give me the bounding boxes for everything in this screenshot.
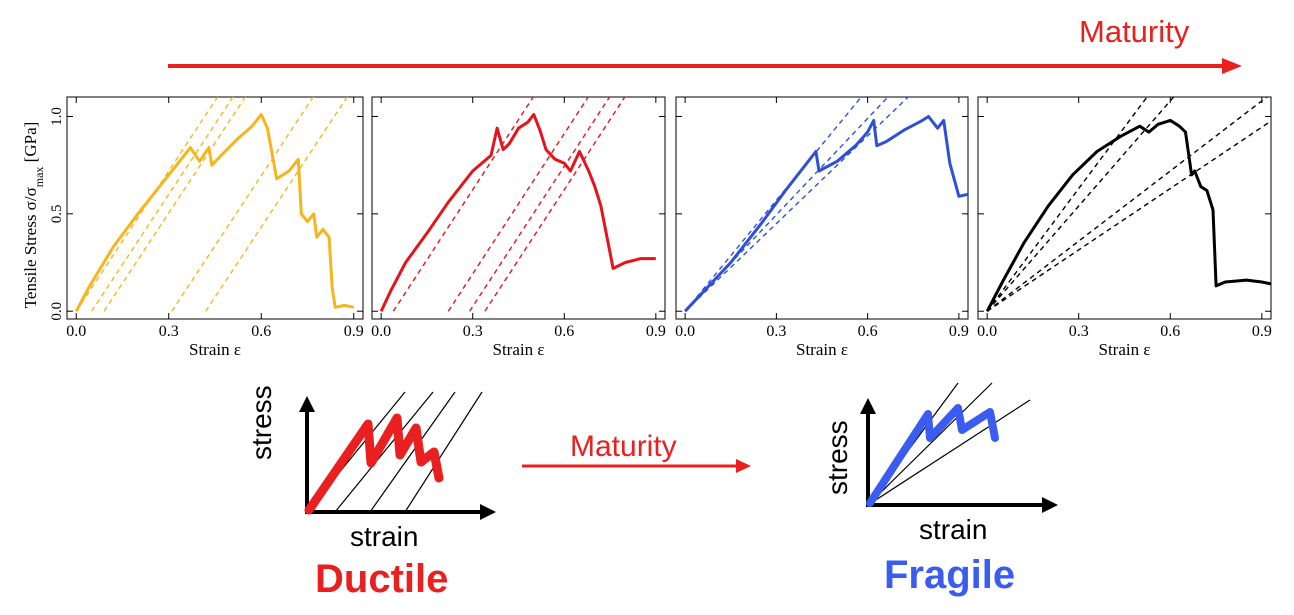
x-tick-label: 0.9 bbox=[949, 323, 969, 340]
top-maturity-arrowhead bbox=[1222, 58, 1242, 74]
reference-line bbox=[684, 97, 910, 312]
chart-plot-area bbox=[74, 97, 355, 312]
chart-frame bbox=[371, 96, 666, 320]
chart-frame bbox=[675, 96, 969, 320]
ductile-label: Ductile bbox=[315, 557, 449, 601]
chart-panel-3: 0.0 0.3 0.6 0.9 Strain ε bbox=[675, 96, 969, 359]
reference-line bbox=[986, 120, 1271, 312]
x-tick-label: 0.0 bbox=[371, 323, 391, 340]
stress-strain-curve bbox=[74, 113, 355, 312]
ductile-sketch bbox=[299, 391, 496, 520]
x-tick-label: 0.3 bbox=[463, 323, 483, 340]
x-tick-label: 0.9 bbox=[646, 323, 666, 340]
y-axis-label: Tensile Stress σ/σmax [GPa] bbox=[21, 122, 46, 309]
x-axis-label: Strain ε bbox=[493, 340, 545, 359]
chart-plot-area bbox=[684, 97, 968, 313]
x-tick-label: 0.6 bbox=[858, 323, 878, 340]
ductile-y-arrowhead bbox=[299, 396, 315, 412]
reference-line bbox=[986, 97, 1269, 312]
reference-line bbox=[986, 97, 1148, 312]
fragile-guide-3 bbox=[867, 399, 1031, 506]
reference-line bbox=[447, 97, 590, 312]
x-axis-label: Strain ε bbox=[1099, 340, 1151, 359]
reference-line bbox=[205, 97, 348, 312]
chart-panel-1: 0.0 0.3 0.6 0.9 0.0 0.5 1.0 Strain ε bbox=[49, 96, 364, 359]
fragile-sketch bbox=[860, 382, 1058, 513]
x-tick-label: 0.0 bbox=[977, 323, 997, 340]
ductile-curve bbox=[304, 413, 444, 515]
fragile-guide-2 bbox=[867, 382, 993, 506]
x-tick-label: 0.9 bbox=[344, 323, 364, 340]
x-axis-label: Strain ε bbox=[796, 340, 848, 359]
reference-line bbox=[484, 97, 626, 312]
ductile-x-arrowhead bbox=[480, 504, 496, 520]
x-tick-label: 0.0 bbox=[66, 323, 86, 340]
chart-plot-area bbox=[379, 97, 656, 312]
chart-panel-4: 0.0 0.3 0.6 0.9 Strain ε bbox=[977, 96, 1272, 359]
reference-line bbox=[103, 97, 247, 312]
x-axis-label: Strain ε bbox=[189, 340, 241, 359]
reference-line bbox=[171, 97, 314, 312]
fragile-curve bbox=[866, 404, 999, 507]
ductile-guide-4 bbox=[404, 391, 483, 513]
x-tick-label: 0.6 bbox=[1160, 323, 1180, 340]
ductile-guide-2 bbox=[334, 391, 434, 513]
y-tick-label: 1.0 bbox=[49, 107, 65, 126]
x-tick-label: 0.3 bbox=[159, 323, 179, 340]
stress-strain-curve bbox=[379, 113, 656, 312]
reference-line bbox=[392, 97, 535, 312]
fragile-strain-label: strain bbox=[919, 514, 988, 545]
fragile-x-arrowhead bbox=[1042, 497, 1058, 513]
chart-plot-area bbox=[985, 97, 1271, 312]
y-tick-label: 0.0 bbox=[49, 302, 65, 321]
reference-line bbox=[986, 97, 1175, 312]
x-tick-label: 0.6 bbox=[554, 323, 574, 340]
x-tick-label: 0.3 bbox=[766, 323, 786, 340]
chart-frame bbox=[977, 96, 1272, 320]
fragile-label: Fragile bbox=[884, 553, 1016, 597]
ductile-stress-label: stress bbox=[246, 385, 277, 460]
reference-line bbox=[684, 97, 863, 312]
fragile-stress-label: stress bbox=[822, 420, 853, 495]
chart-frame bbox=[66, 96, 364, 320]
mid-maturity-arrowhead bbox=[736, 459, 751, 473]
x-tick-label: 0.0 bbox=[675, 323, 695, 340]
stress-strain-curve bbox=[985, 118, 1271, 312]
x-tick-label: 0.9 bbox=[1252, 323, 1272, 340]
ductile-strain-label: strain bbox=[350, 521, 419, 552]
x-tick-label: 0.3 bbox=[1069, 323, 1089, 340]
fragile-y-arrowhead bbox=[860, 398, 876, 414]
stress-strain-curve bbox=[684, 115, 968, 313]
top-maturity-label: Maturity bbox=[1079, 14, 1190, 49]
reference-line bbox=[91, 97, 234, 312]
chart-panel-2: 0.0 0.3 0.6 0.9 Strain ε bbox=[371, 96, 666, 359]
y-tick-label: 0.5 bbox=[49, 204, 65, 223]
mid-maturity-label: Maturity bbox=[570, 430, 677, 463]
ductile-guide-3 bbox=[369, 391, 456, 513]
x-tick-label: 0.6 bbox=[251, 323, 271, 340]
